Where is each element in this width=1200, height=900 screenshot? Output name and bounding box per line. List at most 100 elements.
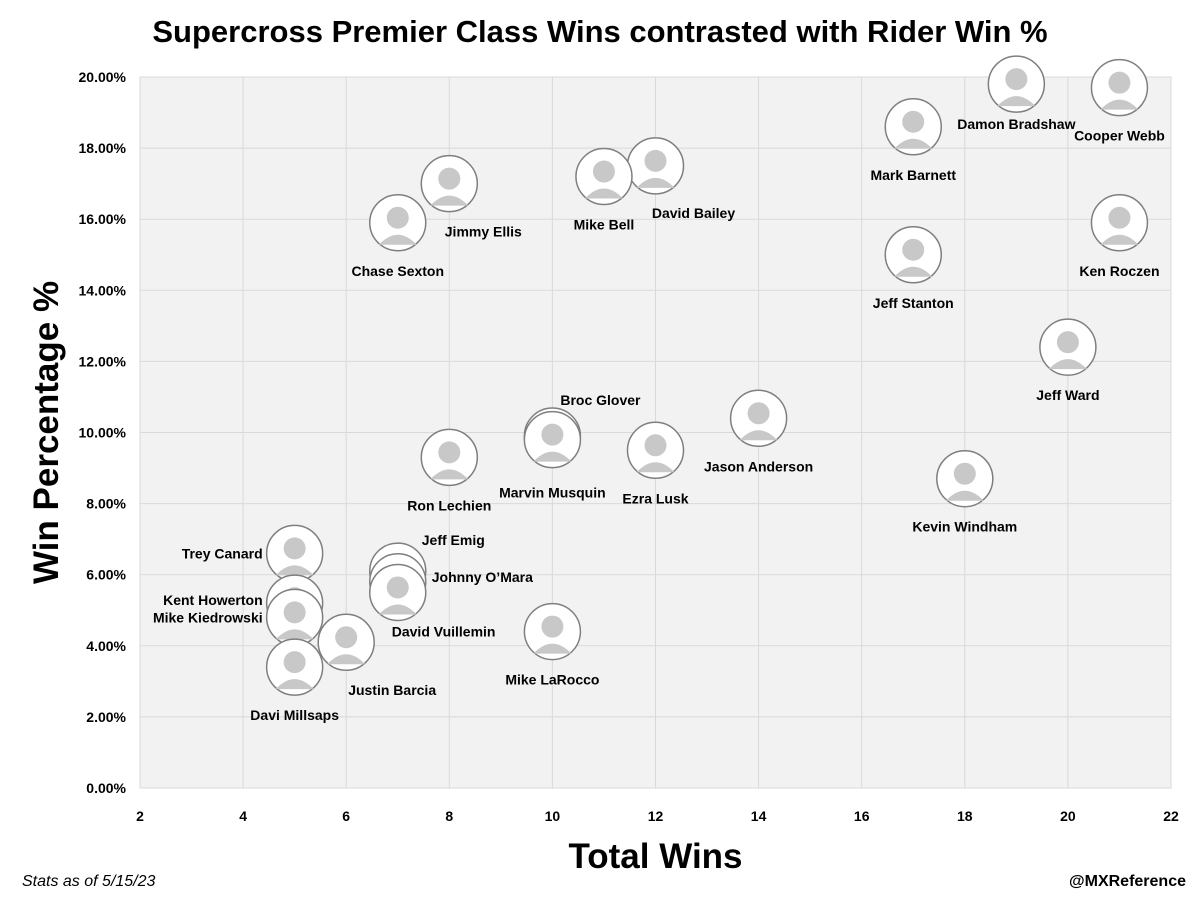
y-tick-label: 16.00% — [79, 211, 127, 227]
data-points — [265, 55, 1149, 696]
data-point — [1090, 194, 1149, 252]
avatar-body-icon — [636, 462, 675, 473]
avatar-head-icon — [644, 149, 667, 172]
avatar-head-icon — [902, 238, 925, 261]
point-label: David Vuillemin — [392, 623, 496, 639]
avatar-body-icon — [1048, 359, 1087, 370]
avatar-head-icon — [541, 423, 564, 446]
data-point — [369, 563, 427, 622]
avatar-head-icon — [644, 434, 667, 457]
avatar-body-icon — [1100, 99, 1139, 110]
credit: @MXReference — [1069, 873, 1186, 890]
avatar-body-icon — [275, 629, 314, 640]
avatar-head-icon — [592, 160, 615, 183]
avatar-body-icon — [636, 177, 675, 188]
data-point — [936, 449, 994, 508]
avatar-head-icon — [438, 441, 461, 464]
data-point — [884, 98, 942, 156]
avatar-body-icon — [894, 138, 933, 149]
point-label: Jason Anderson — [704, 458, 813, 474]
point-label: Trey Canard — [182, 545, 263, 561]
avatar-head-icon — [283, 601, 306, 624]
data-point — [265, 524, 324, 583]
avatar-body-icon — [739, 430, 778, 441]
data-point — [884, 226, 942, 284]
x-tick-label: 12 — [648, 808, 664, 824]
x-tick-label: 8 — [445, 808, 453, 824]
avatar-body-icon — [430, 469, 469, 480]
avatar-body-icon — [945, 490, 984, 501]
data-point — [265, 638, 324, 696]
data-point — [626, 137, 685, 195]
point-label: Jeff Stanton — [873, 295, 954, 311]
point-label: Broc Glover — [560, 392, 641, 408]
avatar-head-icon — [1056, 331, 1079, 354]
y-tick-label: 20.00% — [79, 69, 127, 85]
data-point — [1090, 58, 1149, 117]
point-label: Damon Bradshaw — [957, 116, 1075, 132]
avatar-head-icon — [541, 615, 564, 638]
y-tick-label: 4.00% — [86, 638, 126, 654]
data-point — [420, 154, 479, 213]
point-label: Mark Barnett — [870, 167, 956, 183]
avatar-head-icon — [902, 110, 925, 133]
avatar-head-icon — [283, 651, 306, 674]
y-tick-label: 14.00% — [79, 282, 127, 298]
point-label: Kevin Windham — [912, 519, 1017, 535]
x-tick-label: 22 — [1163, 808, 1179, 824]
footnote: Stats as of 5/15/23 — [22, 873, 156, 890]
avatar-body-icon — [584, 188, 623, 199]
data-point — [265, 588, 324, 647]
y-tick-label: 8.00% — [86, 496, 126, 512]
avatar-head-icon — [335, 626, 358, 649]
avatar-head-icon — [1005, 68, 1028, 91]
avatar-body-icon — [378, 234, 417, 245]
point-label: Marvin Musquin — [499, 485, 606, 501]
x-tick-label: 2 — [136, 808, 144, 824]
point-label: Mike LaRocco — [505, 672, 599, 688]
point-label: Johnny O’Mara — [432, 569, 533, 585]
avatar-body-icon — [275, 679, 314, 690]
point-label: Justin Barcia — [348, 682, 436, 698]
y-tick-label: 12.00% — [79, 353, 127, 369]
axes: 2 4 6 8 10 12 14 16 18 20 22 0.00% 2.00% 4.00% 6.00% 8.… — [79, 69, 1179, 824]
x-axis-title: Total Wins — [568, 837, 742, 876]
chart-title: Supercross Premier Class Wins contrasted… — [152, 14, 1048, 49]
avatar-head-icon — [386, 206, 409, 229]
avatar-head-icon — [386, 576, 409, 599]
avatar-body-icon — [894, 266, 933, 277]
data-point — [626, 421, 685, 480]
x-tick-label: 4 — [239, 808, 247, 824]
y-axis-title: Win Percentage % — [27, 281, 66, 584]
x-tick-label: 10 — [545, 808, 561, 824]
y-tick-label: 10.00% — [79, 425, 127, 441]
point-label: Ezra Lusk — [622, 490, 688, 506]
avatar-head-icon — [438, 167, 461, 190]
point-label: Ron Lechien — [407, 497, 491, 513]
avatar-body-icon — [327, 654, 366, 665]
point-label: Chase Sexton — [351, 263, 444, 279]
point-label: Jeff Emig — [422, 532, 485, 548]
data-point — [1039, 318, 1097, 376]
avatar-body-icon — [1100, 234, 1139, 245]
data-point — [987, 55, 1046, 113]
data-point — [729, 389, 788, 448]
x-tick-label: 14 — [751, 808, 767, 824]
point-label: David Bailey — [652, 205, 735, 221]
point-label: Kent Howerton — [163, 592, 263, 608]
point-label: Jeff Ward — [1036, 387, 1099, 403]
avatar-head-icon — [1108, 71, 1131, 94]
data-point — [420, 428, 479, 487]
x-tick-label: 18 — [957, 808, 973, 824]
x-tick-label: 6 — [342, 808, 350, 824]
x-tick-label: 20 — [1060, 808, 1076, 824]
point-label: Davi Millsaps — [250, 707, 339, 723]
point-label: Ken Roczen — [1079, 263, 1159, 279]
data-point — [575, 147, 633, 206]
data-point — [523, 410, 582, 469]
point-label: Cooper Webb — [1074, 128, 1165, 144]
data-point — [369, 194, 427, 252]
x-tick-label: 16 — [854, 808, 870, 824]
